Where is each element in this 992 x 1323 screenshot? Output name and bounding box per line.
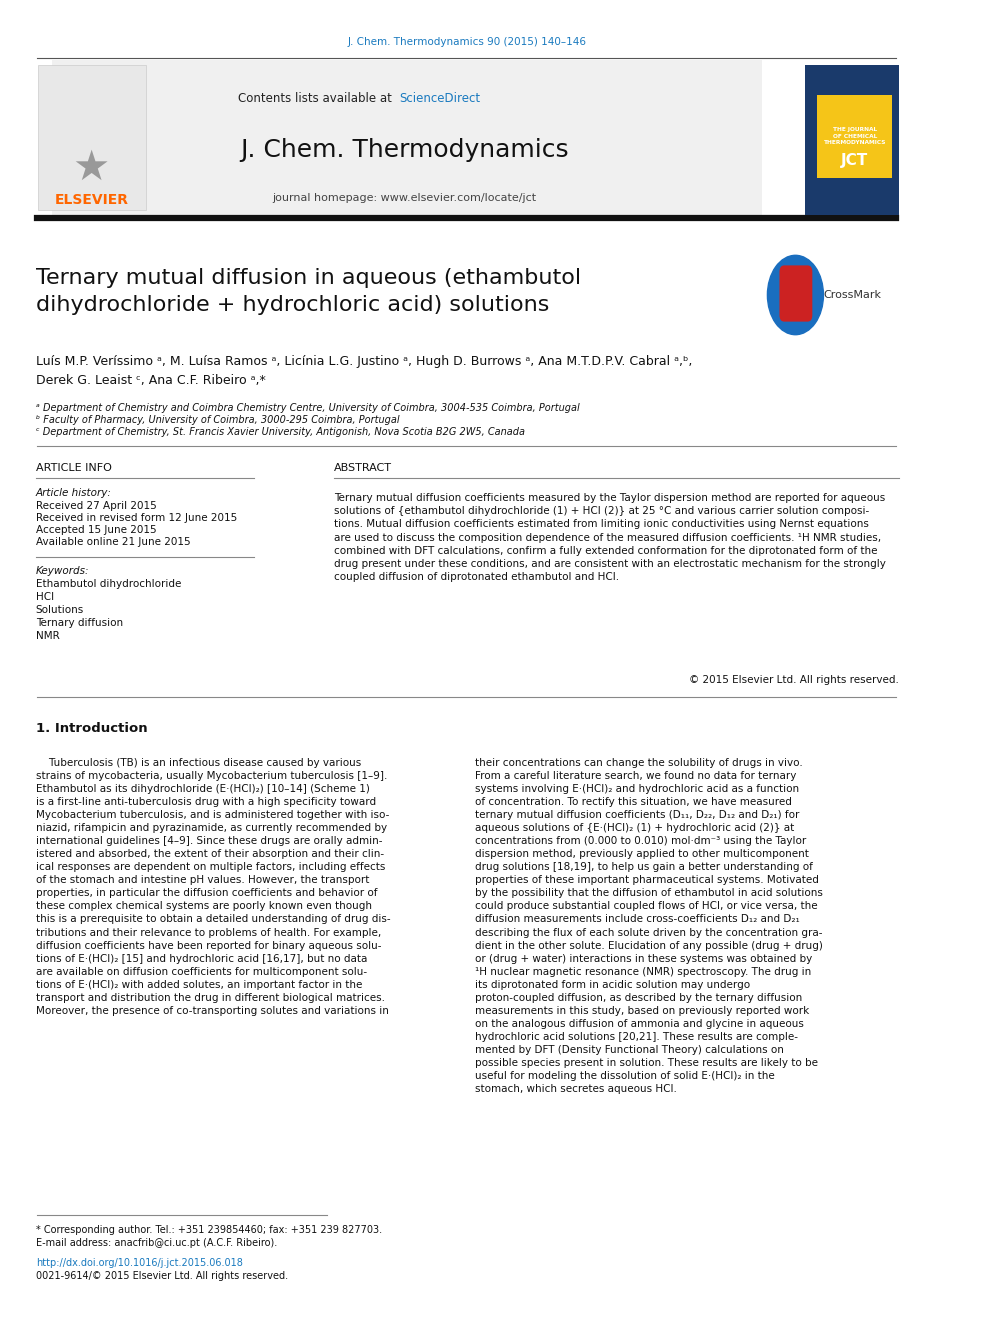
Text: Received in revised form 12 June 2015: Received in revised form 12 June 2015 [36,513,237,523]
Text: Contents lists available at: Contents lists available at [238,91,396,105]
Text: http://dx.doi.org/10.1016/j.jct.2015.06.018: http://dx.doi.org/10.1016/j.jct.2015.06.… [36,1258,243,1267]
FancyBboxPatch shape [805,65,899,216]
Text: J. Chem. Thermodynamics 90 (2015) 140–146: J. Chem. Thermodynamics 90 (2015) 140–14… [347,37,586,48]
Text: Derek G. Leaist ᶜ, Ana C.F. Ribeiro ᵃ,*: Derek G. Leaist ᶜ, Ana C.F. Ribeiro ᵃ,* [36,373,266,386]
Text: E-mail address: anacfrib@ci.uc.pt (A.C.F. Ribeiro).: E-mail address: anacfrib@ci.uc.pt (A.C.F… [36,1238,277,1248]
Text: ᵇ Faculty of Pharmacy, University of Coimbra, 3000-295 Coimbra, Portugal: ᵇ Faculty of Pharmacy, University of Coi… [36,415,400,425]
Circle shape [768,255,823,335]
Text: Available online 21 June 2015: Available online 21 June 2015 [36,537,190,546]
Text: 0021-9614/© 2015 Elsevier Ltd. All rights reserved.: 0021-9614/© 2015 Elsevier Ltd. All right… [36,1271,288,1281]
FancyBboxPatch shape [780,266,812,321]
Text: ELSEVIER: ELSEVIER [55,193,128,206]
FancyBboxPatch shape [817,95,893,179]
Text: HCl: HCl [36,591,54,602]
Text: Ternary diffusion: Ternary diffusion [36,618,123,628]
Text: Received 27 April 2015: Received 27 April 2015 [36,501,157,511]
Text: Ternary mutual diffusion in aqueous (ethambutol
dihydrochloride + hydrochloric a: Ternary mutual diffusion in aqueous (eth… [36,269,581,315]
Text: ScienceDirect: ScienceDirect [399,91,480,105]
Text: © 2015 Elsevier Ltd. All rights reserved.: © 2015 Elsevier Ltd. All rights reserved… [689,675,899,685]
Text: Solutions: Solutions [36,605,84,615]
Text: ★: ★ [72,147,110,189]
Text: * Corresponding author. Tel.: +351 239854460; fax: +351 239 827703.: * Corresponding author. Tel.: +351 23985… [36,1225,382,1234]
Text: CrossMark: CrossMark [823,290,882,300]
Text: ABSTRACT: ABSTRACT [334,463,392,474]
Text: Luís M.P. Veríssimo ᵃ, M. Luísa Ramos ᵃ, Licínia L.G. Justino ᵃ, Hugh D. Burrows: Luís M.P. Veríssimo ᵃ, M. Luísa Ramos ᵃ,… [36,356,692,369]
Text: Accepted 15 June 2015: Accepted 15 June 2015 [36,525,157,534]
Text: ARTICLE INFO: ARTICLE INFO [36,463,112,474]
Text: journal homepage: www.elsevier.com/locate/jct: journal homepage: www.elsevier.com/locat… [273,193,537,202]
Text: their concentrations can change the solubility of drugs in vivo.
From a careful : their concentrations can change the solu… [475,758,823,1094]
Text: 1. Introduction: 1. Introduction [36,721,148,734]
Text: Ternary mutual diffusion coefficients measured by the Taylor dispersion method a: Ternary mutual diffusion coefficients me… [334,493,886,582]
Text: J. Chem. Thermodynamics: J. Chem. Thermodynamics [240,138,569,161]
Text: Article history:: Article history: [36,488,112,497]
Text: ᵃ Department of Chemistry and Coimbra Chemistry Centre, University of Coimbra, 3: ᵃ Department of Chemistry and Coimbra Ch… [36,404,579,413]
Text: THE JOURNAL
OF CHEMICAL
THERMODYNAMICS: THE JOURNAL OF CHEMICAL THERMODYNAMICS [823,127,886,144]
Text: NMR: NMR [36,631,60,642]
Text: Tuberculosis (TB) is an infectious disease caused by various
strains of mycobact: Tuberculosis (TB) is an infectious disea… [36,758,391,1016]
Text: ᶜ Department of Chemistry, St. Francis Xavier University, Antigonish, Nova Scoti: ᶜ Department of Chemistry, St. Francis X… [36,427,525,437]
Text: JCT: JCT [841,152,868,168]
Text: Keywords:: Keywords: [36,566,89,576]
Text: Ethambutol dihydrochloride: Ethambutol dihydrochloride [36,579,182,589]
FancyBboxPatch shape [52,60,763,216]
FancyBboxPatch shape [38,65,146,210]
